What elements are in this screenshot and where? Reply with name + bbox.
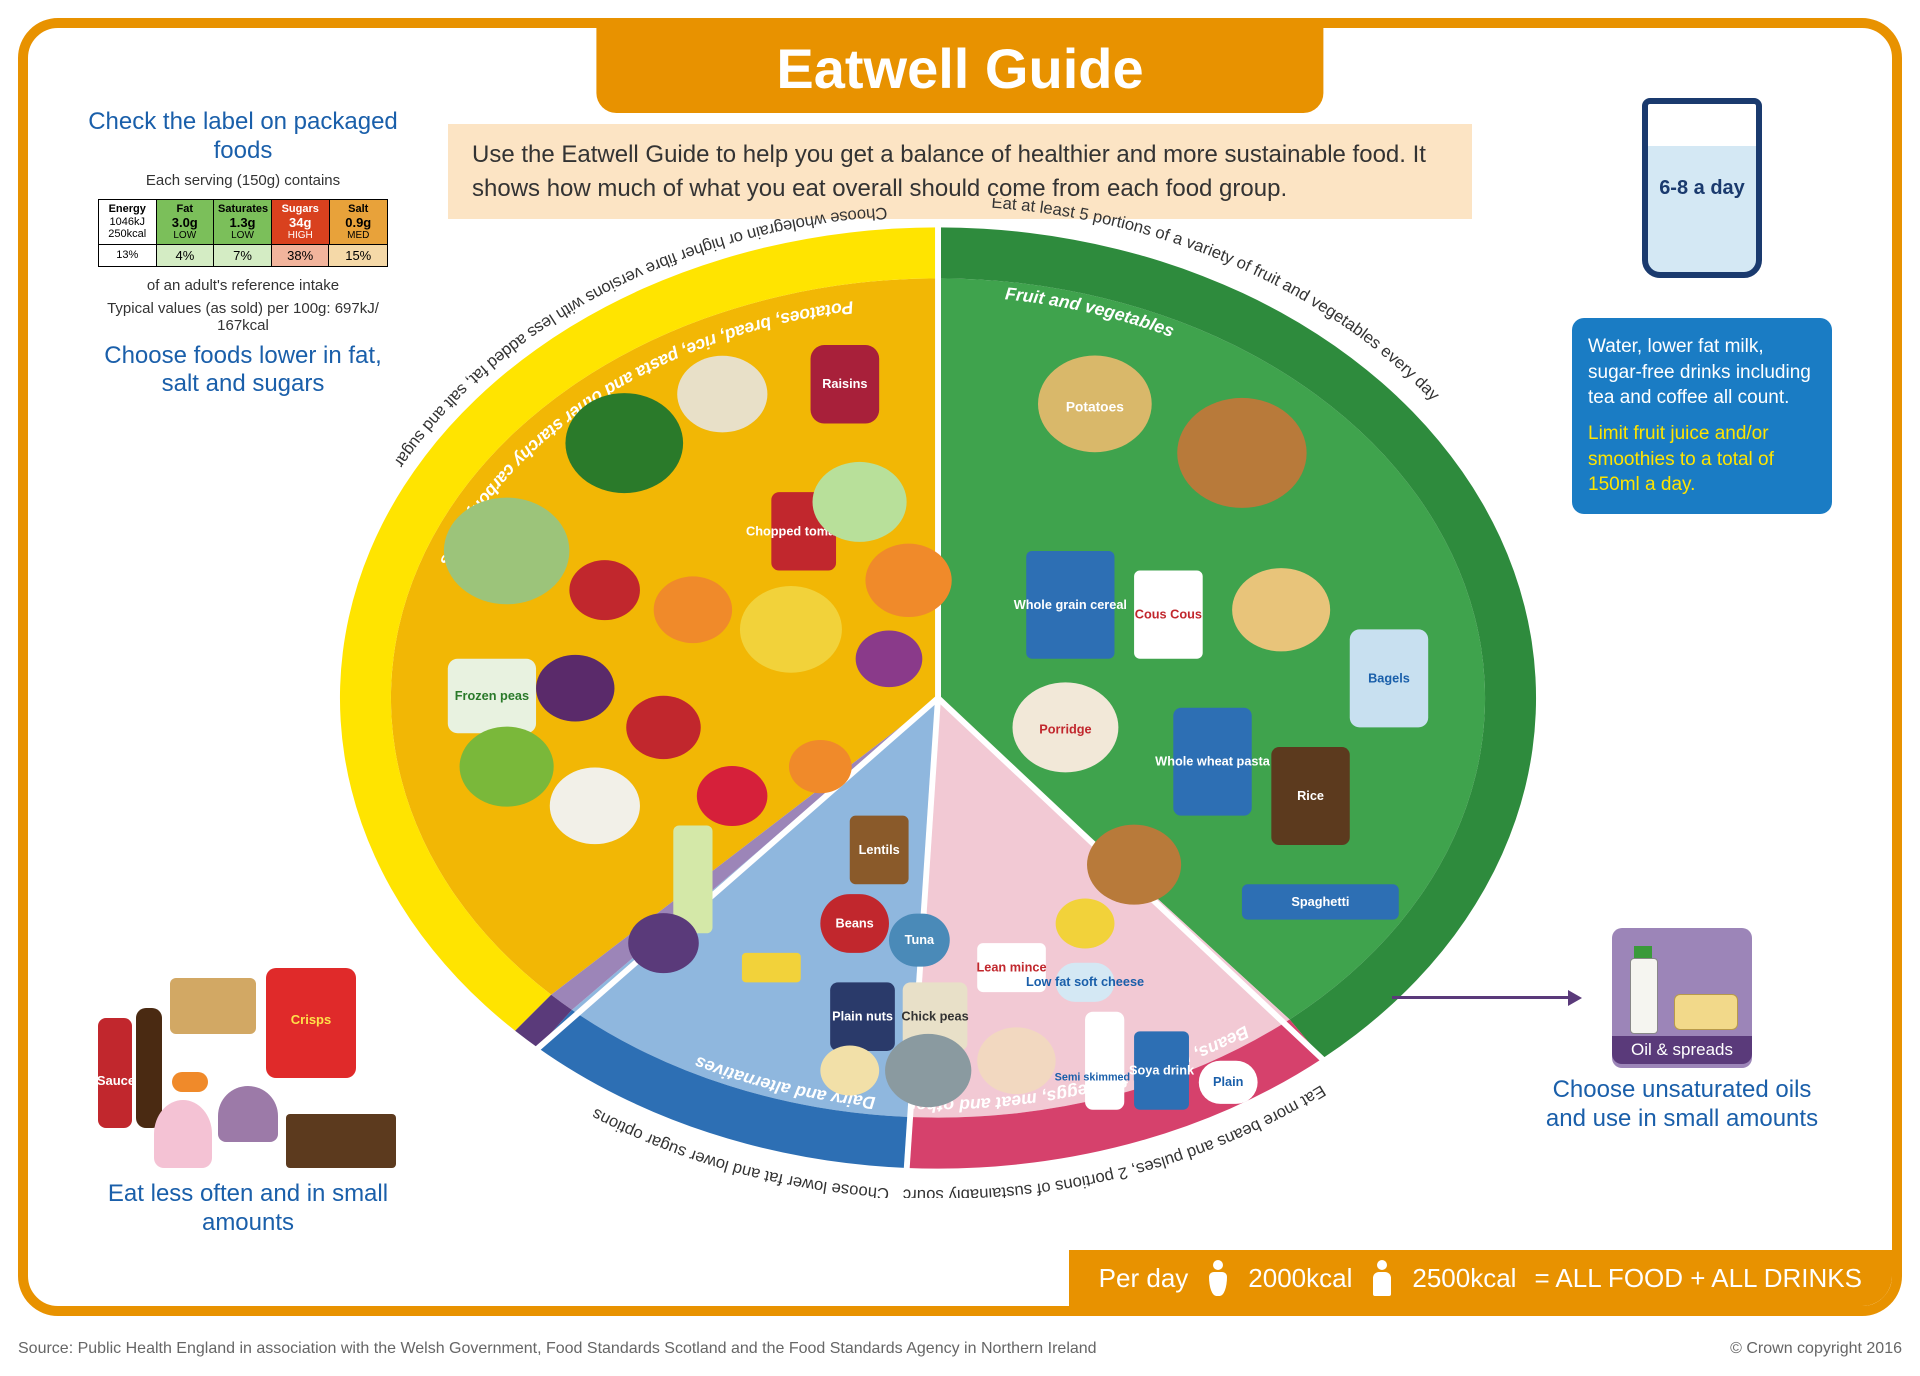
lentils-box-icon-label: Lentils: [859, 842, 900, 857]
kcal-equals: = ALL FOOD + ALL DRINKS: [1534, 1263, 1862, 1294]
tuna-can-icon-label: Tuna: [905, 932, 935, 947]
cucumber-icon: [813, 462, 907, 542]
per-day-label: Per day: [1099, 1263, 1189, 1294]
yoghurt-pot-icon-label: Plain: [1213, 1074, 1243, 1089]
chicken-icon: [977, 1027, 1055, 1094]
nutrition-title: Check the label on packaged foods: [88, 108, 398, 166]
svg-text:Porridge: Porridge: [1039, 721, 1091, 736]
pepper-icon: [654, 576, 732, 643]
icecream-icon: [154, 1100, 212, 1168]
couscous-box-icon-label: Cous Cous: [1135, 607, 1202, 622]
female-kcal: 2000kcal: [1248, 1263, 1352, 1294]
guide-frame: Eatwell Guide Use the Eatwell Guide to h…: [18, 18, 1902, 1316]
apple-green-icon: [460, 727, 554, 807]
svg-text:Potatoes: Potatoes: [1066, 400, 1124, 415]
glass-text: 6-8 a day: [1659, 177, 1745, 200]
oils-panel: Oil & spreads: [1612, 928, 1752, 1068]
calorie-footer: Per day 2000kcal 2500kcal = ALL FOOD + A…: [1069, 1250, 1892, 1306]
sweet-icon: [172, 1072, 208, 1092]
pct-fat: 4%: [157, 245, 215, 266]
fish-icon: [885, 1034, 971, 1107]
chocolate-icon: [286, 1114, 396, 1168]
crisps-bag-icon: [266, 968, 356, 1078]
snacks-callout: Sauce Crisps Eat less often and in small…: [88, 968, 408, 1238]
male-kcal: 2500kcal: [1412, 1263, 1516, 1294]
oils-callout: Oil & spreads Choose unsaturated oils an…: [1532, 928, 1832, 1134]
oils-advice: Choose unsaturated oils and use in small…: [1532, 1076, 1832, 1134]
spaghetti-pack-icon-label: Spaghetti: [1291, 894, 1349, 909]
hydration-limit: Limit fruit juice and/or smoothies to a …: [1588, 421, 1816, 498]
pct-energy: 13%: [99, 245, 157, 266]
spread-tub-icon: [1674, 994, 1738, 1030]
mushrooms-icon: [677, 356, 767, 433]
ncell-fat: Fat3.0gLOW: [157, 200, 215, 244]
oils-band-label: Oil & spreads: [1612, 1036, 1752, 1064]
snacks-advice: Eat less often and in small amounts: [88, 1180, 408, 1238]
title-text: Eatwell Guide: [776, 36, 1143, 101]
broccoli-icon: [565, 393, 683, 493]
onion-icon: [856, 630, 923, 687]
cauliflower-icon: [550, 768, 640, 845]
oil-bottle-icon: [1630, 958, 1658, 1034]
snacks-cluster: Sauce Crisps: [98, 968, 398, 1168]
soya-drink-icon-label: Soya drink: [1129, 1062, 1195, 1077]
frozen-peas-icon-label: Frozen peas: [455, 688, 529, 703]
pitta-icon: [1232, 568, 1330, 651]
glass-shape: 6-8 a day: [1642, 98, 1762, 278]
copyright-text: © Crown copyright 2016: [1730, 1340, 1902, 1358]
strawberry-icon: [697, 766, 768, 826]
hydration-text-box: Water, lower fat milk, sugar-free drinks…: [1572, 318, 1832, 514]
beans-can-icon-label: Beans: [836, 915, 874, 930]
chickpeas-bag-icon-label: Chick peas: [901, 1009, 968, 1024]
source-text: Source: Public Health England in associa…: [18, 1340, 1097, 1358]
plate-svg: Fruit and vegetablesEat at least 5 porti…: [288, 198, 1588, 1198]
soft-cheese-icon-label: Low fat soft cheese: [1026, 974, 1144, 989]
pct-sat: 7%: [214, 245, 272, 266]
male-icon: [1370, 1260, 1394, 1296]
milk-bottle-icon: [1085, 1012, 1124, 1110]
aubergine-icon: [536, 655, 614, 722]
grapes-icon: [628, 913, 699, 973]
cereal-box-icon-label: Whole grain cereal: [1014, 597, 1127, 612]
muffin-icon: [218, 1086, 278, 1142]
water-glass-icon: 6-8 a day: [1627, 98, 1777, 308]
sweetcorn-icon: [742, 953, 801, 982]
nutrition-serving: Each serving (150g) contains: [88, 172, 398, 189]
hydration-main: Water, lower fat milk, sugar-free drinks…: [1588, 334, 1816, 411]
carrot-icon: [865, 544, 951, 617]
ncell-sat: Saturates1.3gLOW: [214, 200, 272, 244]
title-banner: Eatwell Guide: [596, 28, 1323, 113]
rice-bag-icon-label: Rice: [1297, 788, 1324, 803]
bagels-bag-icon-label: Bagels: [1368, 670, 1410, 685]
crispbread-icon: [1087, 825, 1181, 905]
eggs-icon: [820, 1046, 879, 1096]
hydration-panel: 6-8 a day Water, lower fat milk, sugar-f…: [1572, 98, 1832, 514]
biscuits-icon: [170, 978, 256, 1034]
cheese-icon: [1056, 898, 1115, 948]
bread-loaf-icon: [1177, 398, 1306, 508]
mince-pack-icon-label: Lean mince: [976, 960, 1046, 975]
nuts-bag-icon-label: Plain nuts: [832, 1009, 893, 1024]
cola-bottle-icon: [136, 1008, 162, 1128]
apple-red-icon: [626, 696, 701, 759]
lettuce-icon: [444, 498, 569, 605]
raisins-icon-label: Raisins: [822, 376, 867, 391]
eatwell-plate: Fruit and vegetablesEat at least 5 porti…: [288, 198, 1588, 1198]
female-icon: [1206, 1260, 1230, 1296]
ncell-energy: Energy1046kJ 250kcal: [99, 200, 157, 244]
tomato-icon: [569, 560, 640, 620]
pasta-bag-icon-label: Whole wheat pasta: [1155, 754, 1271, 769]
sauce-bottle-icon: [98, 1018, 132, 1128]
banana-icon: [740, 586, 842, 673]
orange-icon: [789, 740, 852, 793]
